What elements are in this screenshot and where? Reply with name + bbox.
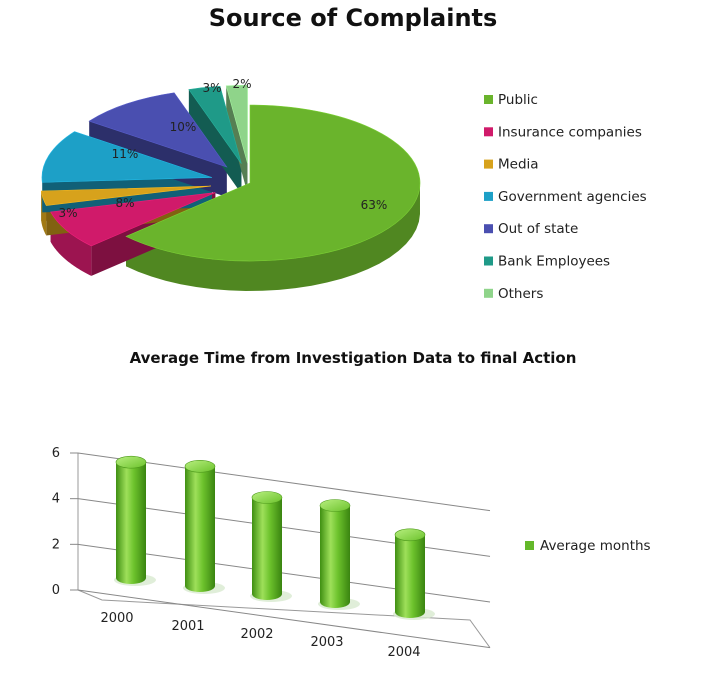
pie-label-public: 63%: [361, 198, 388, 212]
legend-swatch-average-months: [525, 541, 534, 550]
pie-slice-insurance-companies: [50, 192, 216, 247]
pie-chart-labels: 63% 8% 3% 11% 10% 3% 2%: [58, 77, 387, 220]
pie-label-insurance-companies: 8%: [115, 196, 134, 210]
legend-label-average-months: Average months: [540, 538, 651, 554]
pie-slice-out-of-state: [88, 92, 228, 168]
bar-chart-bars: [114, 455, 435, 620]
legend-swatch-out-of-state: [484, 224, 493, 234]
legend-label-insurance-companies: Insurance companies: [498, 124, 642, 140]
y-tick-6: 6: [52, 446, 60, 461]
legend-swatch-insurance-companies: [484, 127, 493, 137]
bar-chart-x-axis: 2000 2001 2002 2003 2004: [100, 611, 420, 660]
x-tick-2000: 2000: [100, 611, 133, 626]
pie-chart-slices: [40, 84, 421, 262]
gridline-6: [77, 452, 491, 512]
x-tick-2002: 2002: [240, 627, 273, 642]
pie-label-government-agencies: 11%: [112, 147, 139, 161]
y-tick-4: 4: [52, 492, 60, 507]
bar-chart-frame: [77, 453, 491, 648]
legend-swatch-government-agencies: [484, 191, 493, 201]
pie-chart-legend: Public Insurance companies Media Government…: [484, 92, 647, 302]
legend-swatch-others: [484, 288, 493, 298]
bar-2004: [393, 528, 435, 620]
legend-label-bank-employees: Bank Employees: [498, 254, 610, 270]
pie-slice-others: [225, 84, 248, 164]
pie-label-out-of-state: 10%: [170, 120, 197, 134]
pie-label-others: 2%: [232, 77, 251, 91]
legend-label-others: Others: [498, 286, 543, 302]
legend-label-government-agencies: Government agencies: [498, 189, 647, 205]
pie-chart-title: Source of Complaints: [209, 4, 498, 32]
bar-chart-legend: Average months: [525, 538, 651, 554]
pie-slice-bank-employees: [188, 85, 242, 164]
bar-chart-y-axis: 0 2 4 6: [52, 446, 78, 598]
pie-label-media: 3%: [58, 206, 77, 220]
pie-side-others: [226, 85, 248, 194]
y-tick-2: 2: [52, 537, 60, 552]
bar-2000: [114, 455, 156, 586]
bar-2002: [250, 491, 292, 602]
bar-2001: [183, 460, 225, 594]
x-tick-2004: 2004: [387, 645, 420, 660]
pie-slice-government-agencies: [41, 131, 213, 183]
legend-swatch-bank-employees: [484, 256, 493, 266]
legend-swatch-public: [484, 95, 493, 104]
legend-label-media: Media: [498, 157, 539, 173]
x-tick-2003: 2003: [310, 635, 343, 650]
legend-swatch-media: [484, 159, 493, 169]
pie-label-bank-employees: 3%: [202, 81, 221, 95]
gridline-0: [77, 589, 491, 649]
x-tick-2001: 2001: [171, 619, 204, 634]
bar-2003: [318, 499, 360, 610]
legend-label-out-of-state: Out of state: [498, 221, 578, 237]
bar-chart-title: Average Time from Investigation Data to …: [130, 349, 577, 367]
legend-label-public: Public: [498, 92, 538, 108]
pie-slice-media: [40, 185, 211, 206]
pie-slice-public: [125, 104, 421, 262]
y-tick-0: 0: [52, 583, 60, 598]
